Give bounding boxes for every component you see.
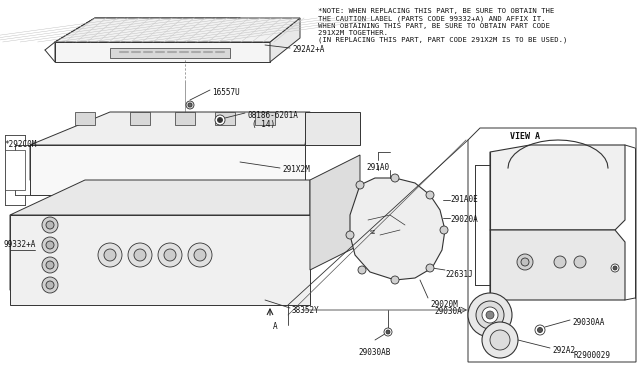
Polygon shape xyxy=(175,112,195,125)
Polygon shape xyxy=(130,112,150,125)
Circle shape xyxy=(482,307,498,323)
Bar xyxy=(250,285,290,300)
Text: 291A0E: 291A0E xyxy=(450,195,477,204)
Text: *NOTE: WHEN REPLACING THIS PART, BE SURE TO OBTAIN THE
THE CAUTION LABEL (PARTS : *NOTE: WHEN REPLACING THIS PART, BE SURE… xyxy=(318,8,568,43)
Circle shape xyxy=(128,243,152,267)
Bar xyxy=(555,152,610,197)
Text: VIEW A: VIEW A xyxy=(510,132,540,141)
Circle shape xyxy=(218,118,223,122)
Circle shape xyxy=(42,217,58,233)
Polygon shape xyxy=(55,18,270,42)
Text: *292C0M: *292C0M xyxy=(4,140,36,149)
Polygon shape xyxy=(490,145,625,230)
Circle shape xyxy=(391,276,399,284)
Text: 22631J: 22631J xyxy=(445,270,473,279)
Circle shape xyxy=(356,181,364,189)
Circle shape xyxy=(482,322,518,358)
Polygon shape xyxy=(30,145,50,195)
Polygon shape xyxy=(55,42,270,62)
Polygon shape xyxy=(310,155,360,270)
Text: 16557U: 16557U xyxy=(212,88,240,97)
Circle shape xyxy=(490,330,510,350)
Polygon shape xyxy=(10,180,310,215)
Circle shape xyxy=(468,293,512,337)
Circle shape xyxy=(42,237,58,253)
Circle shape xyxy=(358,266,366,274)
Polygon shape xyxy=(490,230,625,300)
Text: 99332+A: 99332+A xyxy=(4,240,36,249)
Circle shape xyxy=(440,226,448,234)
Text: 292A2+A: 292A2+A xyxy=(292,45,324,54)
Text: 291A0: 291A0 xyxy=(367,163,390,172)
Circle shape xyxy=(215,115,225,125)
Polygon shape xyxy=(30,112,310,145)
Circle shape xyxy=(517,254,533,270)
Circle shape xyxy=(613,266,617,270)
Text: 29030AB: 29030AB xyxy=(359,348,391,357)
Circle shape xyxy=(46,261,54,269)
Text: 291X2M: 291X2M xyxy=(282,165,310,174)
Circle shape xyxy=(486,311,494,319)
Circle shape xyxy=(426,264,434,272)
Polygon shape xyxy=(30,145,305,195)
Circle shape xyxy=(391,174,399,182)
Polygon shape xyxy=(55,18,95,62)
Circle shape xyxy=(535,325,545,335)
Circle shape xyxy=(574,256,586,268)
Polygon shape xyxy=(75,112,95,125)
Circle shape xyxy=(46,241,54,249)
Circle shape xyxy=(158,243,182,267)
Circle shape xyxy=(538,327,543,333)
Text: 29030A: 29030A xyxy=(435,307,462,316)
Circle shape xyxy=(426,191,434,199)
Circle shape xyxy=(188,103,192,107)
Text: 29020M: 29020M xyxy=(430,300,458,309)
Circle shape xyxy=(188,243,212,267)
Polygon shape xyxy=(55,18,300,42)
Bar xyxy=(250,245,290,260)
Circle shape xyxy=(42,257,58,273)
Circle shape xyxy=(134,249,146,261)
Circle shape xyxy=(186,101,194,109)
Text: ( 14): ( 14) xyxy=(252,120,275,129)
Circle shape xyxy=(46,281,54,289)
Bar xyxy=(250,225,290,240)
Polygon shape xyxy=(305,112,360,145)
Circle shape xyxy=(554,256,566,268)
Circle shape xyxy=(42,277,58,293)
Bar xyxy=(605,248,625,288)
Circle shape xyxy=(386,330,390,334)
Text: R2900029: R2900029 xyxy=(573,351,610,360)
Polygon shape xyxy=(215,112,235,125)
Text: 38352Y: 38352Y xyxy=(292,306,320,315)
Bar xyxy=(494,334,506,346)
Polygon shape xyxy=(5,150,25,190)
Circle shape xyxy=(98,243,122,267)
Text: 292A2: 292A2 xyxy=(552,346,575,355)
Circle shape xyxy=(521,258,529,266)
Circle shape xyxy=(104,249,116,261)
Circle shape xyxy=(194,249,206,261)
Bar xyxy=(500,240,595,285)
Polygon shape xyxy=(270,18,300,62)
Polygon shape xyxy=(110,48,230,58)
Polygon shape xyxy=(255,112,275,125)
Circle shape xyxy=(476,301,504,329)
Text: 29030AA: 29030AA xyxy=(572,318,604,327)
Text: 08186-6201A: 08186-6201A xyxy=(247,111,298,120)
Text: 29020A: 29020A xyxy=(450,215,477,224)
Polygon shape xyxy=(350,178,445,280)
Bar xyxy=(250,265,290,280)
Circle shape xyxy=(164,249,176,261)
Text: SI: SI xyxy=(370,230,376,234)
Polygon shape xyxy=(10,215,35,305)
Circle shape xyxy=(46,221,54,229)
Circle shape xyxy=(611,264,619,272)
Polygon shape xyxy=(468,128,636,362)
Circle shape xyxy=(346,231,354,239)
Polygon shape xyxy=(10,215,310,305)
Text: A: A xyxy=(273,322,278,331)
Circle shape xyxy=(384,328,392,336)
